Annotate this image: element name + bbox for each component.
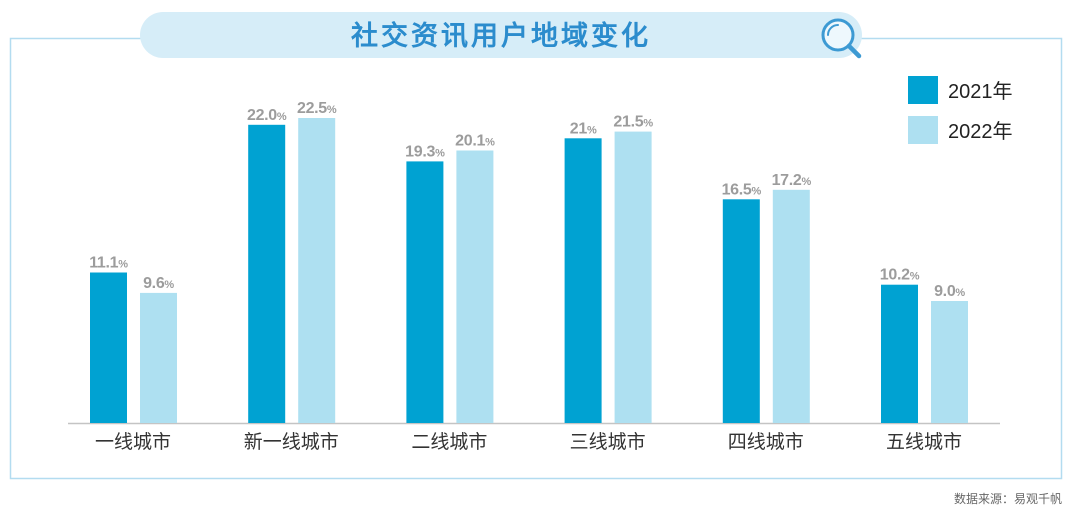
x-tick-label-1: 一线城市 <box>95 431 171 453</box>
data-label-s2-c3: 20.1% <box>455 133 495 150</box>
bar-s2-c6 <box>931 301 968 423</box>
data-label-s1-c5: 16.5% <box>722 181 762 198</box>
bar-s2-c1 <box>140 292 177 423</box>
bar-s1-c3 <box>406 161 444 423</box>
legend-label-2022: 2022年 <box>948 120 1013 143</box>
bar-s1-c1 <box>90 272 127 423</box>
x-tick-label-6: 五线城市 <box>886 431 962 453</box>
data-label-s1-c3: 19.3% <box>405 143 445 160</box>
title-pill <box>140 12 862 58</box>
data-label-s2-c4: 21.5% <box>613 114 653 131</box>
data-label-s1-c2: 22.0% <box>247 107 287 124</box>
bar-s1-c5 <box>722 199 760 423</box>
data-label-s2-c1: 9.6% <box>143 275 174 292</box>
bar-s2-c4 <box>614 131 652 423</box>
bar-s2-c5 <box>772 189 810 423</box>
data-label-s1-c6: 10.2% <box>880 267 920 284</box>
bar-s2-c2 <box>298 118 336 423</box>
data-labels: 11.1% 9.6% 22.0% 22.5% 19.3% 20.1% 21% 21.5% 16.… <box>89 100 966 300</box>
data-label-s1-c1: 11.1% <box>89 255 128 272</box>
x-tick-label-5: 四线城市 <box>728 431 804 453</box>
legend-label-2021: 2021年 <box>948 80 1013 103</box>
data-source: 数据来源：易观千帆 <box>954 491 1062 506</box>
title-banner: 社交资讯用户地域变化 <box>140 12 862 59</box>
x-tick-label-2: 新一线城市 <box>244 431 339 453</box>
legend-swatch-2021 <box>908 76 938 104</box>
x-tick-labels: 一线城市 新一线城市 二线城市 三线城市 四线城市 五线城市 <box>95 431 962 453</box>
legend: 2021年 2022年 <box>908 76 1013 144</box>
data-label-s2-c6: 9.0% <box>934 283 965 300</box>
bar-s1-c2 <box>248 124 286 424</box>
data-label-s2-c2: 22.5% <box>297 100 337 117</box>
bar-s1-c6 <box>881 284 918 423</box>
legend-swatch-2022 <box>908 116 938 144</box>
magnifier-icon <box>821 18 862 59</box>
chart-title: 社交资讯用户地域变化 <box>351 20 651 52</box>
x-tick-label-4: 三线城市 <box>570 431 646 453</box>
data-label-s1-c4: 21% <box>570 120 597 137</box>
bars <box>90 118 968 424</box>
bar-s1-c4 <box>564 138 602 424</box>
bar-s2-c3 <box>456 150 494 423</box>
data-label-s2-c5: 17.2% <box>772 172 812 189</box>
x-tick-label-3: 二线城市 <box>411 431 487 453</box>
